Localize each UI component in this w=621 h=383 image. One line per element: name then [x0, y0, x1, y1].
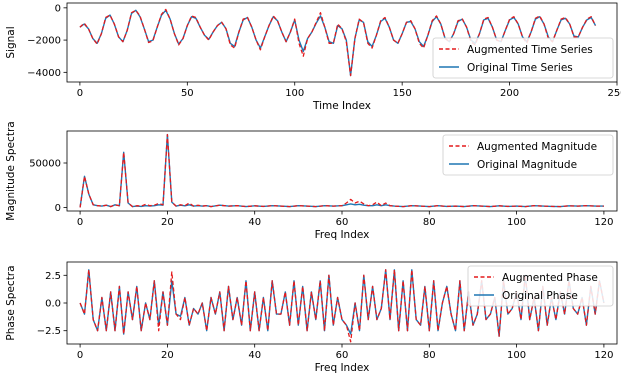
x-tick-label: 40: [248, 350, 261, 361]
x-tick-label: 150: [393, 88, 412, 99]
x-tick-label: 0: [77, 350, 83, 361]
x-axis-label: Freq Index: [315, 362, 370, 374]
legend-label: Original Phase: [502, 290, 578, 302]
y-tick-label: −2.5: [37, 326, 61, 337]
legend: Augmented Time Series Original Time Serie…: [432, 37, 614, 79]
y-tick-label: 2.5: [45, 271, 61, 282]
y-tick-label: 50000: [29, 159, 61, 170]
x-tick-label: 20: [161, 217, 174, 228]
x-tick-label: 200: [500, 88, 519, 99]
x-axis-label: Freq Index: [315, 229, 370, 241]
legend: Augmented Phase Original Phase: [467, 265, 614, 307]
chart-3: 0 20 40 60 80 100 120 2.5 0.0 −2.5 Freq Index Phase…: [5, 261, 618, 374]
y-tick-label: 0: [55, 203, 61, 214]
x-tick-label: 80: [423, 350, 436, 361]
y-tick-label: 0: [55, 3, 61, 14]
x-tick-label: 20: [161, 350, 174, 361]
chart-1: 0 50 100 150 200 250 0 −2000 −4000 Time Index Sign…: [5, 2, 621, 112]
legend-label: Augmented Time Series: [467, 44, 593, 56]
series-line-augmented: [79, 8, 597, 77]
x-axis-label: Time Index: [312, 100, 371, 112]
x-tick-label: 100: [507, 350, 526, 361]
legend-label: Original Magnitude: [477, 159, 577, 171]
x-tick-label: 120: [594, 350, 613, 361]
x-tick-label: 250: [607, 88, 621, 99]
x-tick-label: 60: [336, 217, 349, 228]
y-tick-label: 0.0: [45, 299, 61, 310]
x-tick-label: 40: [248, 217, 261, 228]
legend-box: [442, 134, 614, 176]
y-axis-label: Phase Spectra: [5, 265, 17, 340]
y-axis-label: Magnitude Spectra: [5, 121, 17, 220]
x-tick-label: 120: [594, 217, 613, 228]
legend-label: Augmented Phase: [502, 272, 598, 284]
x-tick-label: 0: [77, 217, 83, 228]
x-tick-label: 100: [285, 88, 304, 99]
legend-box: [467, 265, 614, 307]
chart-2: 0 20 40 60 80 100 120 0 50000 Freq Index Magnitude…: [5, 121, 618, 241]
x-tick-label: 50: [181, 88, 194, 99]
legend-label: Augmented Magnitude: [477, 141, 597, 153]
legend: Augmented Magnitude Original Magnitude: [442, 134, 614, 176]
x-tick-label: 0: [77, 88, 83, 99]
y-tick-label: −4000: [27, 68, 61, 79]
plot-frame: [66, 2, 618, 83]
legend-label: Original Time Series: [467, 62, 573, 74]
series-line-augmented: [79, 133, 604, 208]
x-tick-label: 100: [507, 217, 526, 228]
x-tick-label: 80: [423, 217, 436, 228]
y-tick-label: −2000: [27, 36, 61, 47]
legend-box: [432, 37, 614, 79]
x-tick-label: 60: [336, 350, 349, 361]
y-axis-label: Signal: [5, 26, 17, 58]
